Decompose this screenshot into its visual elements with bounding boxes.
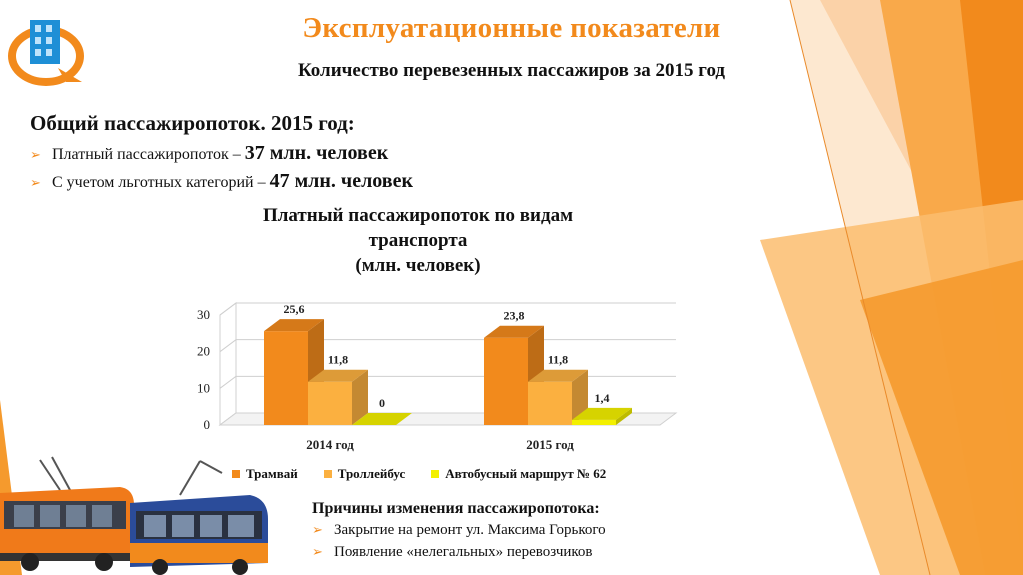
bar-chart: 0 10 20 30 25,6 11,8 0 2014 год 23,8 11,8 1,4 2015 … (197, 302, 678, 452)
legend-swatch (323, 470, 332, 478)
legend-item-bus: Автобусный маршрут № 62 (431, 466, 606, 482)
bar (528, 381, 572, 425)
reason-item-text: Закрытие на ремонт ул. Максима Горького (334, 522, 606, 538)
legend-label: Троллейбус (337, 466, 406, 481)
data-label: 25,6 (284, 302, 305, 316)
reason-item-text: Появление «нелегальных» перевозчиков (334, 544, 593, 560)
bar-top (572, 407, 632, 420)
page-subtitle: Количество перевезенных пассажиров за 20… (297, 60, 726, 81)
y-tick-label: 30 (197, 307, 210, 322)
arrow-bullet-icon: ➢ (30, 175, 41, 190)
y-tick-label: 20 (197, 344, 210, 359)
reasons-block: Причины изменения пассажиропотока: ➢ Зак… (312, 500, 606, 563)
bar-top (528, 369, 588, 382)
legend-item-tram: Трамвай (232, 466, 298, 482)
y-tick-label: 10 (197, 380, 210, 395)
arrow-bullet-icon: ➢ (312, 522, 323, 537)
bar-top (264, 319, 324, 332)
bar (264, 331, 308, 425)
summary-heading: Общий пассажиропоток. 2015 год: (30, 111, 355, 135)
arrow-bullet-icon: ➢ (312, 544, 323, 559)
grid-line (219, 302, 237, 316)
summary-block: Общий пассажиропоток. 2015 год: ➢ Платны… (30, 111, 413, 196)
data-label: 1,4 (595, 391, 610, 405)
bar-top (308, 369, 368, 382)
summary-item: ➢ С учетом льготных категорий – 47 млн. … (30, 168, 413, 196)
chart-side-wall (219, 302, 237, 426)
legend-label: Автобусный маршрут № 62 (445, 466, 607, 481)
data-label: 0 (379, 396, 385, 410)
reason-item: ➢ Закрытие на ремонт ул. Максима Горьког… (312, 519, 606, 541)
grid-line (219, 339, 237, 353)
bar (308, 381, 352, 425)
legend-swatch (232, 470, 240, 478)
bar-side (616, 407, 632, 425)
summary-item: ➢ Платный пассажиропоток – 37 млн. челов… (30, 140, 413, 168)
legend-item-trolleybus: Троллейбус (323, 466, 406, 482)
bar-side (352, 369, 368, 425)
chart-legend: Трамвай Троллейбус Автобусный маршрут № … (232, 466, 606, 482)
reason-item: ➢ Появление «нелегальных» перевозчиков (312, 541, 606, 563)
bar-top (484, 325, 544, 338)
bar-top (352, 413, 412, 425)
legend-label: Трамвай (246, 466, 298, 481)
summary-item-value: 47 млн. человек (269, 170, 414, 192)
data-label: 11,8 (548, 353, 568, 367)
reasons-heading: Причины изменения пассажиропотока: (312, 500, 600, 517)
arrow-bullet-icon: ➢ (30, 147, 41, 162)
x-category-label: 2015 год (526, 437, 574, 452)
chart-title: Платный пассажиропоток по видам транспор… (262, 205, 574, 276)
legend-swatch (431, 470, 440, 478)
bar (572, 419, 616, 425)
y-tick-label: 0 (204, 417, 211, 432)
summary-item-text: С учетом льготных категорий – (52, 174, 266, 191)
summary-item-text: Платный пассажиропоток – (52, 146, 241, 163)
company-logo (8, 20, 84, 86)
page-title: Эксплуатационные показатели (302, 12, 721, 44)
x-category-label: 2014 год (306, 437, 354, 452)
bar (484, 337, 528, 425)
summary-item-value: 37 млн. человек (244, 142, 389, 164)
data-label: 23,8 (504, 309, 525, 323)
vehicles-illustration (0, 456, 268, 575)
data-label: 11,8 (328, 353, 348, 367)
grid-line (219, 375, 237, 389)
